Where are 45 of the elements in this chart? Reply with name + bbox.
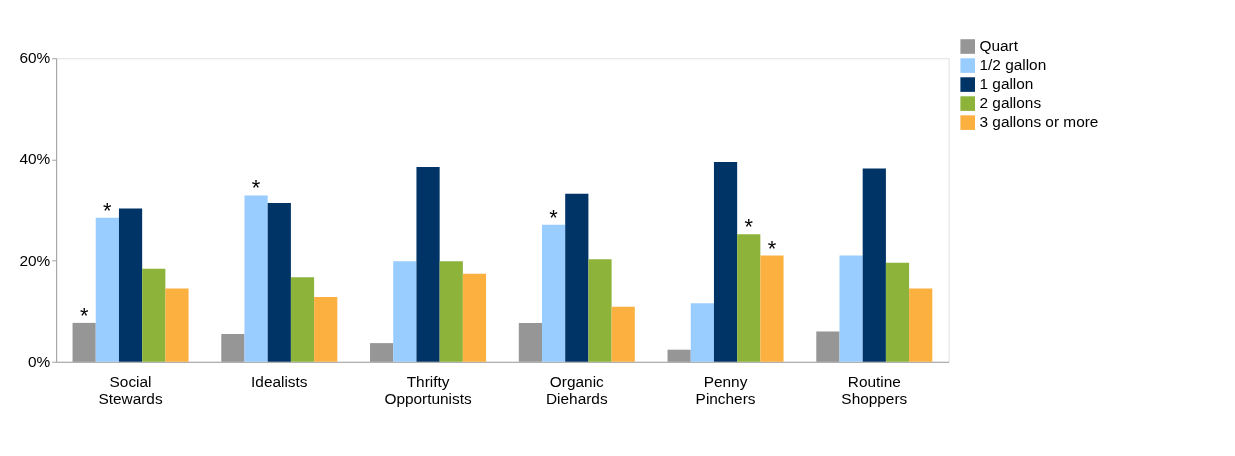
bar <box>909 288 933 362</box>
bar <box>165 288 189 362</box>
x-tick-label: Penny Pinchers <box>695 372 756 407</box>
y-tick-label: 20% <box>19 251 51 269</box>
bar <box>142 268 166 362</box>
legend-label: 2 gallons <box>979 94 1042 112</box>
bar <box>393 261 417 362</box>
bar <box>314 297 338 362</box>
legend-label: 3 gallons or more <box>979 113 1099 131</box>
bar <box>565 193 589 362</box>
bar <box>118 208 143 362</box>
bar <box>439 261 463 362</box>
data-label: * <box>79 302 89 328</box>
bar <box>885 262 910 362</box>
y-tick-label: 0% <box>28 352 51 370</box>
legend-label: 1 gallon <box>979 75 1034 93</box>
bar <box>244 195 268 362</box>
x-tick-label: Organic Diehards <box>546 372 608 407</box>
bar <box>690 303 714 362</box>
data-label: * <box>103 197 113 223</box>
data-label: * <box>744 214 754 240</box>
data-label: * <box>549 204 559 230</box>
bar <box>862 168 886 362</box>
bar <box>541 224 566 362</box>
data-label: * <box>251 175 261 201</box>
y-tick-label: 40% <box>19 150 51 168</box>
bar <box>760 255 784 362</box>
x-tick-label: Thrifty Opportunists <box>384 372 472 407</box>
x-tick-label: Social Stewards <box>98 372 163 407</box>
y-tick-label: 60% <box>19 49 51 67</box>
bar <box>839 255 863 362</box>
bar <box>737 234 761 362</box>
x-tick-label: Idealists <box>251 372 308 390</box>
legend-label: 1/2 gallon <box>979 56 1047 74</box>
x-tick-label: Routine Shoppers <box>841 372 908 407</box>
bar <box>290 277 315 362</box>
bar <box>713 162 738 362</box>
bar <box>588 259 612 362</box>
bar <box>267 202 291 362</box>
bar <box>95 217 119 362</box>
bar <box>611 306 635 362</box>
bar <box>416 167 440 362</box>
bar <box>462 273 487 362</box>
legend-label: Quart <box>979 37 1019 55</box>
data-label: * <box>767 235 777 261</box>
